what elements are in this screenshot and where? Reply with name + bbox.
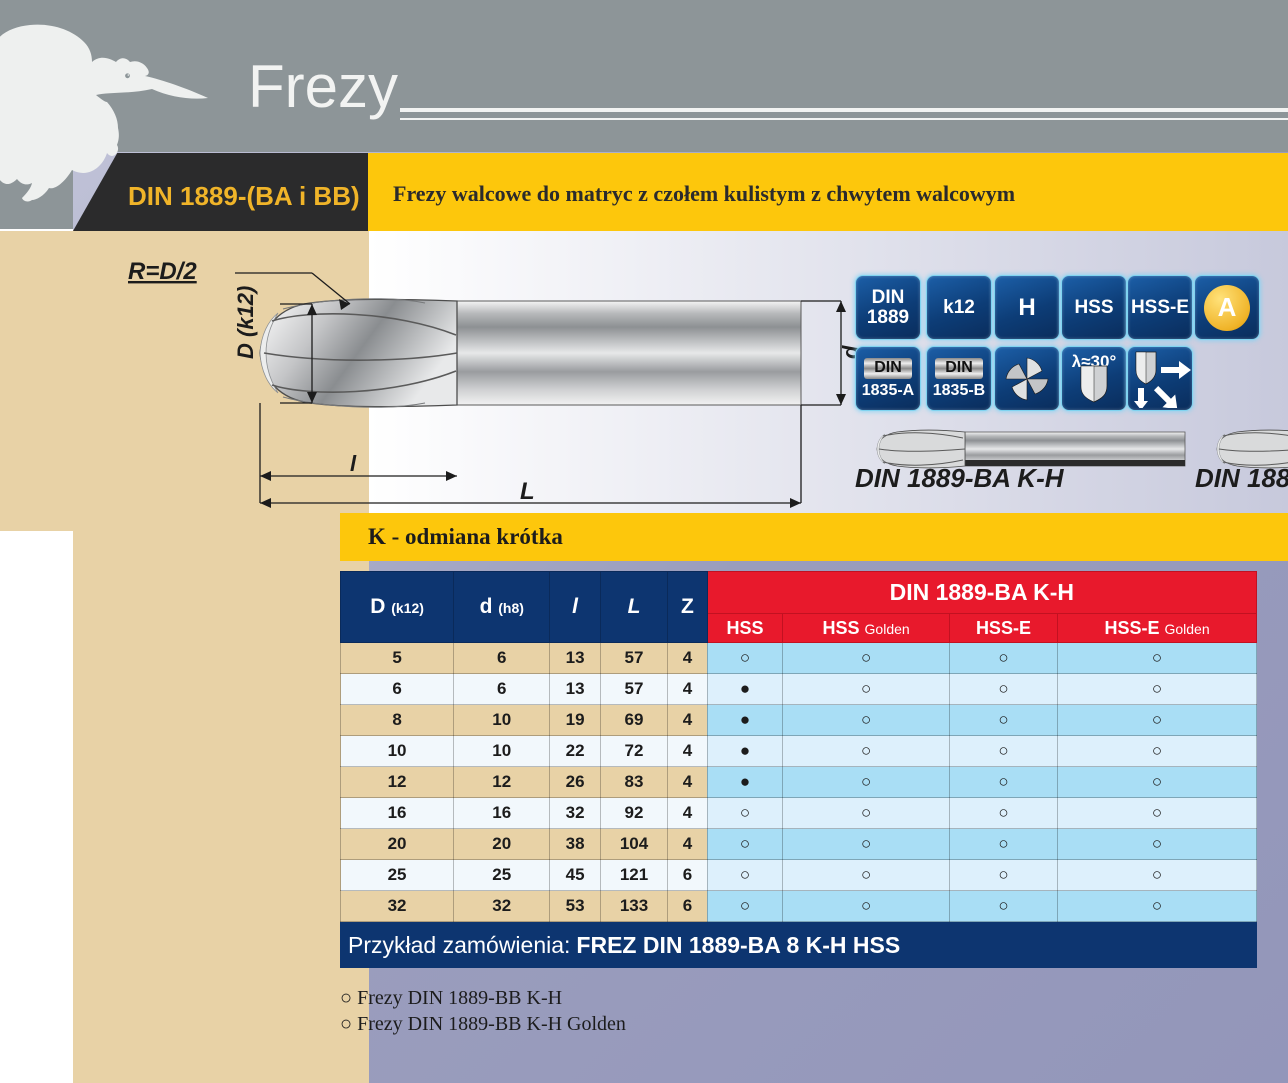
svg-text:DIN 1889-BB K-H: DIN 1889-BB K-H	[1195, 463, 1288, 490]
svg-text:D (k12): D (k12)	[233, 286, 258, 359]
svg-text:R=D/2: R=D/2	[128, 258, 197, 285]
svg-text:l: l	[350, 451, 357, 476]
svg-text:DIN 1889-BA K-H: DIN 1889-BA K-H	[855, 463, 1065, 490]
svg-text:L: L	[520, 478, 535, 505]
